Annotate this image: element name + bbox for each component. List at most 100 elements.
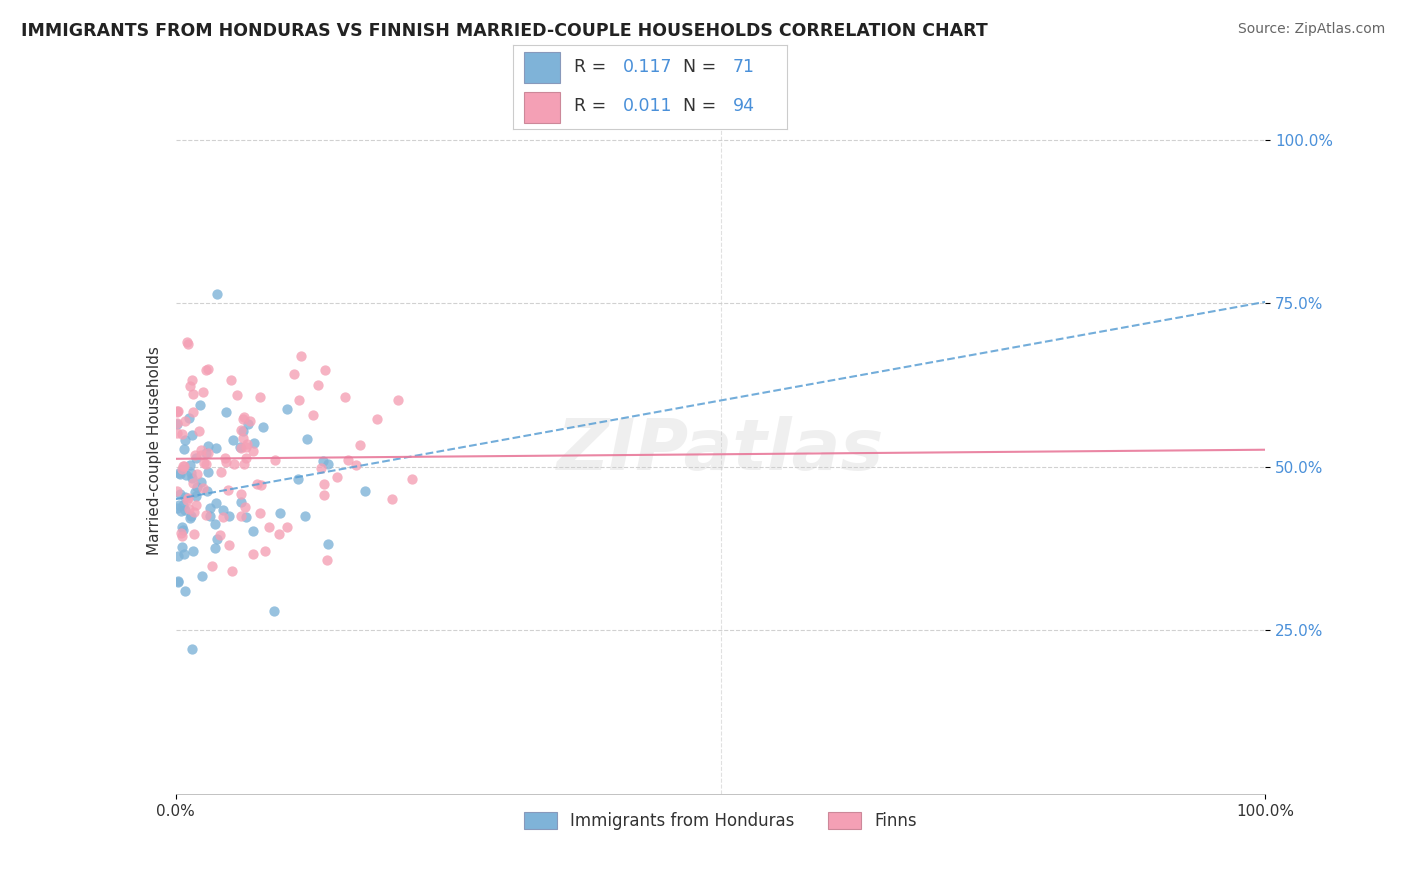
Point xyxy=(314,488,336,502)
Point xyxy=(173,491,195,505)
Point xyxy=(217,483,239,497)
Point xyxy=(231,441,253,455)
Point xyxy=(381,491,404,506)
Point xyxy=(183,405,205,419)
Point xyxy=(229,440,252,454)
Point xyxy=(249,391,271,405)
Point xyxy=(195,484,218,499)
Point xyxy=(263,604,285,618)
Point xyxy=(239,414,262,428)
Point xyxy=(173,503,195,517)
Text: 71: 71 xyxy=(733,59,755,77)
Text: IMMIGRANTS FROM HONDURAS VS FINNISH MARRIED-COUPLE HOUSEHOLDS CORRELATION CHART: IMMIGRANTS FROM HONDURAS VS FINNISH MARR… xyxy=(21,22,988,40)
Point xyxy=(232,424,254,438)
Point xyxy=(235,440,257,454)
Point xyxy=(307,378,329,392)
Point xyxy=(221,564,243,578)
Point xyxy=(344,458,367,473)
Legend: Immigrants from Honduras, Finns: Immigrants from Honduras, Finns xyxy=(517,805,924,837)
Point xyxy=(177,410,200,425)
Point xyxy=(173,442,195,456)
Point xyxy=(326,470,349,484)
Point xyxy=(233,500,256,515)
Point xyxy=(186,480,208,494)
Point xyxy=(190,443,212,458)
Point xyxy=(169,467,191,482)
Point xyxy=(194,508,217,523)
Point xyxy=(194,446,217,460)
Point xyxy=(366,412,388,426)
Point xyxy=(172,498,194,512)
Point xyxy=(302,408,325,422)
Point xyxy=(186,467,208,481)
Point xyxy=(246,477,269,491)
Point xyxy=(290,349,312,363)
Point xyxy=(242,443,264,458)
Text: ZIPatlas: ZIPatlas xyxy=(557,416,884,485)
Point xyxy=(236,417,259,431)
Point xyxy=(224,457,246,471)
Point xyxy=(184,498,207,512)
Point xyxy=(166,501,188,516)
Point xyxy=(315,553,337,567)
Point xyxy=(349,438,371,452)
Point xyxy=(337,453,360,467)
Point xyxy=(170,426,193,441)
Point xyxy=(173,459,195,474)
Point xyxy=(201,559,224,574)
Point xyxy=(166,484,188,499)
Y-axis label: Married-couple Households: Married-couple Households xyxy=(146,346,162,555)
Point xyxy=(218,538,240,552)
Point xyxy=(190,475,212,490)
Point xyxy=(232,412,254,426)
Text: R =: R = xyxy=(574,97,612,115)
Text: N =: N = xyxy=(683,59,721,77)
Point xyxy=(166,574,188,588)
Point xyxy=(167,499,190,513)
Bar xyxy=(524,92,560,122)
Point xyxy=(181,544,204,558)
Point xyxy=(204,541,226,555)
Point xyxy=(254,544,277,558)
Point xyxy=(276,401,298,416)
Point xyxy=(180,428,202,442)
Point xyxy=(269,527,291,541)
Point xyxy=(242,435,264,450)
Point xyxy=(311,454,333,468)
Point xyxy=(219,373,242,387)
Point xyxy=(233,410,256,425)
Point xyxy=(172,519,194,533)
Point xyxy=(169,487,191,501)
Text: N =: N = xyxy=(683,97,721,115)
Point xyxy=(183,505,205,519)
Point xyxy=(166,417,188,431)
Point xyxy=(314,363,336,377)
Point xyxy=(179,458,201,472)
Text: 0.117: 0.117 xyxy=(623,59,672,77)
Point xyxy=(194,457,217,471)
Point xyxy=(173,547,195,561)
Point xyxy=(214,451,236,466)
Point xyxy=(222,433,245,447)
Text: 0.011: 0.011 xyxy=(623,97,672,115)
Point xyxy=(229,495,252,509)
Point xyxy=(197,361,219,376)
Point xyxy=(176,334,198,349)
Point xyxy=(211,510,233,524)
Point xyxy=(180,470,202,484)
Point xyxy=(287,472,309,486)
Point xyxy=(172,529,194,543)
Point xyxy=(276,520,298,534)
Point xyxy=(166,417,188,431)
Bar xyxy=(524,53,560,83)
Point xyxy=(180,509,202,524)
Point xyxy=(191,569,214,583)
Point xyxy=(191,482,214,496)
Point xyxy=(204,496,226,510)
Point xyxy=(205,532,228,546)
Point xyxy=(215,455,238,469)
Point xyxy=(231,486,253,500)
Point xyxy=(318,537,340,551)
Point xyxy=(197,465,219,479)
Point xyxy=(242,547,264,561)
